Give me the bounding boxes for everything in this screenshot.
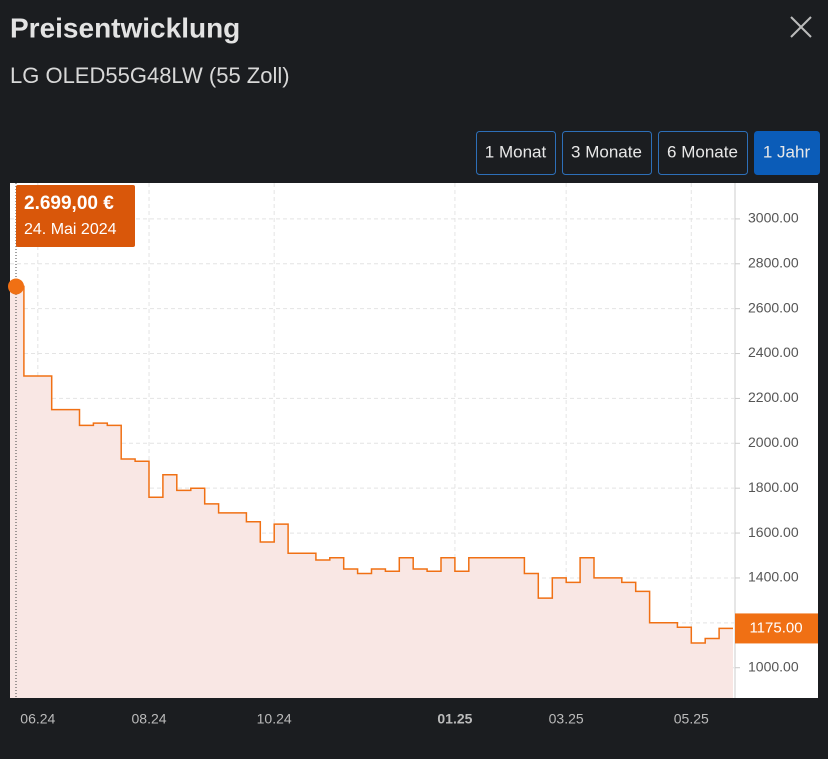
x-tick-label: 03.25 bbox=[549, 711, 584, 727]
y-tick-label: 1400.00 bbox=[748, 569, 799, 585]
range-button-label: 3 Monate bbox=[571, 142, 642, 161]
y-tick-label: 2600.00 bbox=[748, 299, 799, 315]
tooltip-point bbox=[8, 278, 24, 295]
range-button[interactable]: 1 Jahr bbox=[754, 131, 820, 175]
line bbox=[10, 285, 733, 644]
y-tick-label: 1000.00 bbox=[748, 658, 799, 674]
current-price-label: 1175.00 bbox=[749, 619, 802, 636]
y-tick-label: 2200.00 bbox=[748, 389, 799, 405]
y-tick-label: 2400.00 bbox=[748, 344, 799, 360]
range-button[interactable]: 3 Monate bbox=[562, 131, 652, 175]
range-button-label: 1 Monat bbox=[485, 142, 547, 161]
range-button[interactable]: 1 Monat bbox=[476, 131, 556, 175]
current-price-box bbox=[735, 613, 818, 644]
close-icon bbox=[790, 16, 812, 38]
subtitle: LG OLED55G48LW (55 Zoll) bbox=[10, 63, 290, 88]
range-button-box bbox=[658, 131, 748, 175]
range-button-label: 1 Jahr bbox=[763, 142, 811, 161]
y-tick-label: 3000.00 bbox=[748, 210, 799, 226]
y-tick-label: 2000.00 bbox=[748, 434, 799, 450]
x-tick-label: 01.25 bbox=[437, 711, 472, 727]
tooltip-price: 2.699,00 € bbox=[24, 193, 114, 214]
y-tick-label: 2800.00 bbox=[748, 254, 799, 270]
x-tick-label: 05.25 bbox=[674, 711, 709, 727]
close-button[interactable] bbox=[790, 16, 812, 38]
tooltip-date: 24. Mai 2024 bbox=[24, 221, 117, 238]
range-button-box bbox=[754, 131, 820, 175]
x-tick-label: 06.24 bbox=[20, 711, 55, 727]
x-tick-label: 08.24 bbox=[132, 711, 167, 727]
range-button-label: 6 Monate bbox=[667, 142, 738, 161]
tooltip-box bbox=[16, 185, 135, 247]
title: Preisentwicklung bbox=[10, 12, 240, 43]
x-tick-label: 10.24 bbox=[257, 711, 292, 727]
area bbox=[10, 286, 733, 698]
y-tick-label: 1600.00 bbox=[748, 524, 799, 540]
range-button-box bbox=[562, 131, 652, 175]
range-button[interactable]: 6 Monate bbox=[658, 131, 748, 175]
y-tick-label: 1800.00 bbox=[748, 479, 799, 495]
range-button-box bbox=[476, 131, 556, 175]
